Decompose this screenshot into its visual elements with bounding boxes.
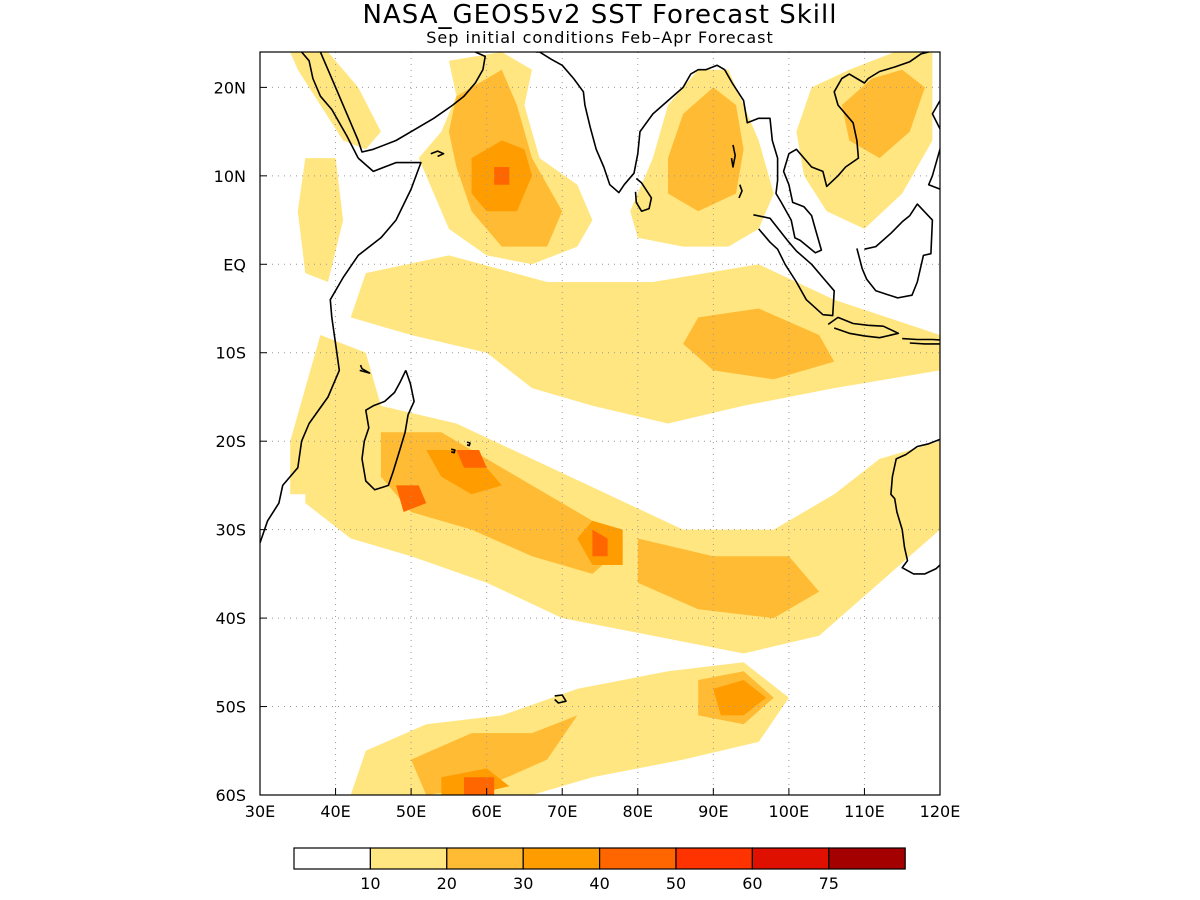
page-title: NASA_GEOS5v2 SST Forecast Skill [362, 0, 838, 30]
coastline-sri-lanka [634, 177, 653, 212]
skill-region-equatorial-band [350, 255, 940, 424]
map-axes: 30E 40E 50E 60E 70E 80E 90E 100E 110E 120E 20N 10N E… [214, 78, 961, 821]
lon-tick-label: 110E [844, 802, 885, 821]
coastline-india [535, 52, 726, 194]
skill-region-south-china-sea-core [841, 69, 925, 159]
skill-region-south-central-peak [592, 529, 608, 557]
coastline-africa-east-coast [260, 157, 422, 544]
skill-region-madagascar-east-max [426, 450, 502, 495]
coastline-madagascar [361, 370, 415, 491]
lat-tick-label: 20S [215, 432, 246, 451]
colorbar-label: 50 [666, 874, 686, 893]
lon-tick-label: 100E [769, 802, 810, 821]
coastline-red-sea-west [300, 52, 359, 159]
skill-region-south-central-core [637, 538, 820, 619]
coastline-socotra [430, 150, 445, 158]
coastline-java [827, 316, 900, 339]
lon-tick-label: 70E [547, 802, 577, 821]
coastline-australia-west [890, 438, 940, 575]
colorbar-swatch [751, 847, 830, 870]
lat-tick-label: 60S [215, 786, 246, 805]
colorbar-swatch [369, 847, 448, 870]
coastline-andaman [730, 144, 737, 168]
lon-tick-label: 90E [698, 802, 728, 821]
lat-tick-label: 20N [214, 78, 246, 97]
lon-tick-label: 30E [245, 802, 275, 821]
lat-tick-label: 30S [215, 521, 246, 540]
coastline-luzon-mindoro [927, 100, 940, 190]
coastline-comoros [359, 364, 371, 374]
coastline-kerguelen [554, 694, 567, 704]
lon-tick-label: 40E [320, 802, 350, 821]
skill-region-somali-coast-strip [297, 158, 344, 282]
colorbar-label: 20 [437, 874, 457, 893]
lon-tick-label: 50E [396, 802, 426, 821]
coastline-sumatra [753, 214, 836, 317]
map-frame [259, 51, 941, 796]
colorbar-label: 60 [742, 874, 762, 893]
skill-contours [290, 52, 940, 795]
skill-region-arabian-peak [494, 167, 510, 185]
skill-region-southern-peak [464, 777, 495, 795]
colorbar-swatch [598, 847, 677, 870]
lon-tick-label: 60E [471, 802, 501, 821]
coastline-mauritius [466, 441, 471, 447]
coastline-arabia [319, 52, 487, 153]
lat-tick-label: EQ [223, 255, 246, 274]
coastline-lesser-sunda [902, 337, 940, 345]
coastline-reunion [450, 448, 456, 454]
colorbar-swatch [446, 847, 524, 870]
skill-region-bay-of-bengal-core [668, 87, 744, 212]
page-subtitle: Sep initial conditions Feb–Apr Forecast [426, 28, 774, 47]
skill-region-equatorial-east-core [683, 308, 835, 380]
skill-region-mozambique-max [396, 485, 427, 512]
colorbar-label: 10 [360, 874, 380, 893]
lat-tick-label: 50S [215, 698, 246, 717]
colorbar: 10 20 30 40 50 60 75 [293, 847, 906, 893]
lon-tick-label: 120E [920, 802, 961, 821]
colorbar-swatch [828, 847, 906, 870]
colorbar-label: 40 [589, 874, 609, 893]
lat-tick-label: 10N [214, 167, 246, 186]
colorbar-swatch [293, 847, 372, 870]
lon-tick-label: 80E [623, 802, 653, 821]
coastline-burma-malay [724, 52, 929, 254]
lat-tick-label: 10S [215, 344, 246, 363]
colorbar-label: 75 [819, 874, 839, 893]
colorbar-label: 30 [513, 874, 533, 893]
coastline-borneo-west [856, 203, 934, 299]
coastlines [260, 52, 940, 704]
coastline-nicobar [738, 184, 743, 199]
skill-region-southern-core [411, 715, 578, 795]
colorbar-swatch [522, 847, 601, 870]
colorbar-swatch [675, 847, 754, 870]
lat-tick-label: 40S [215, 609, 246, 628]
skill-region-central-max [456, 450, 487, 468]
